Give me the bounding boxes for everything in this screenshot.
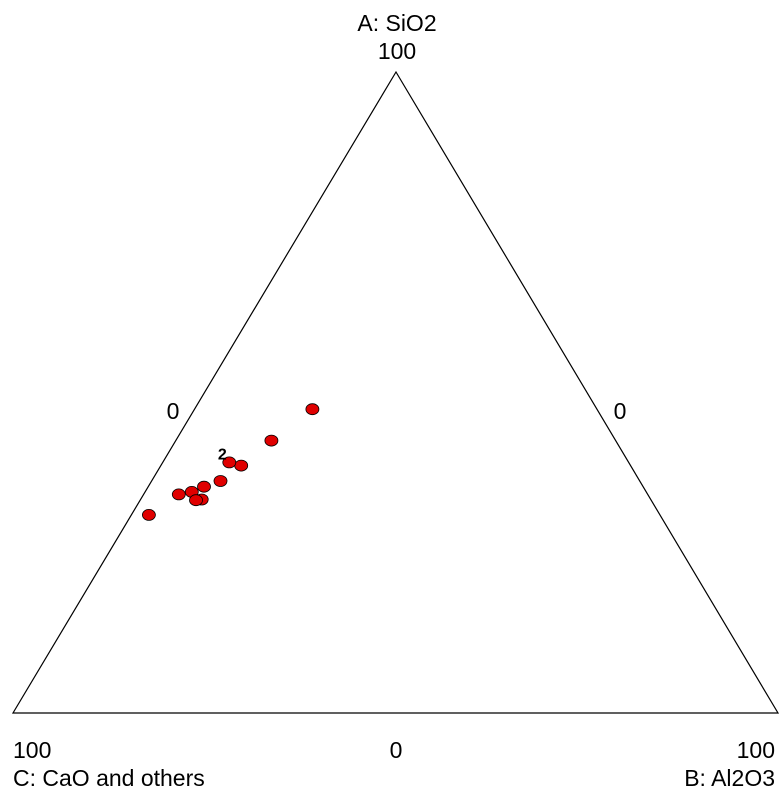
data-points-layer: 2	[141, 403, 320, 521]
data-point-4	[222, 456, 237, 469]
data-point-11	[141, 509, 156, 521]
apex-a-axis-title: A: SiO2	[357, 10, 436, 36]
data-point-6	[197, 480, 211, 493]
right-edge-zero-label: 0	[614, 398, 627, 424]
corner-c-axis-title: C: CaO and others	[13, 765, 205, 791]
data-point-3	[234, 459, 249, 472]
data-point-10	[189, 494, 203, 507]
corner-c-max-label: 100	[13, 737, 51, 763]
apex-a-max-label: 100	[378, 38, 416, 64]
corner-b-max-label: 100	[737, 737, 775, 763]
data-point-label-4: 2	[218, 446, 227, 463]
data-point-5	[213, 475, 228, 487]
ternary-triangle-frame	[11, 70, 780, 714]
bottom-edge-zero-label: 0	[390, 737, 403, 763]
left-edge-zero-label: 0	[167, 398, 180, 424]
data-point-1	[305, 403, 320, 416]
data-point-2	[264, 434, 279, 447]
data-point-8	[171, 488, 186, 501]
corner-b-axis-title: B: Al2O3	[684, 765, 775, 791]
